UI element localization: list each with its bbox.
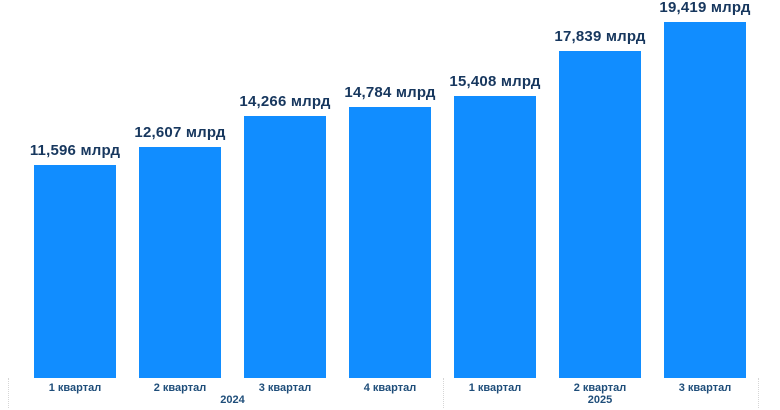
bar-value-label-4: 14,784 млрд — [344, 84, 436, 101]
bar-5[interactable] — [454, 96, 536, 378]
bar-value-label-5: 15,408 млрд — [449, 73, 541, 90]
category-label-5: 1 квартал — [468, 382, 522, 394]
year-label-2025: 2025 — [587, 394, 613, 406]
group-separator-1 — [8, 378, 9, 408]
bar-1[interactable] — [34, 165, 116, 378]
bar-6[interactable] — [559, 51, 641, 378]
category-label-6: 2 квартал — [573, 382, 627, 394]
group-separator-3 — [757, 378, 759, 408]
category-label-3: 3 квартал — [258, 382, 312, 394]
category-label-1: 1 квартал — [48, 382, 102, 394]
bar-value-label-6: 17,839 млрд — [554, 28, 646, 45]
bar-value-label-2: 12,607 млрд — [134, 124, 226, 141]
year-label-2024: 2024 — [220, 394, 245, 406]
category-label-7: 3 квартал — [678, 382, 732, 394]
category-label-2: 2 квартал — [153, 382, 207, 394]
bar-value-label-3: 14,266 млрд — [239, 93, 331, 110]
bar-value-label-1: 11,596 млрд — [29, 142, 121, 159]
bar-2[interactable] — [139, 147, 221, 378]
bar-4[interactable] — [349, 107, 431, 378]
category-label-4: 4 квартал — [363, 382, 417, 394]
group-separator-2 — [442, 378, 444, 408]
bar-value-label-7: 19,419 млрд — [659, 0, 751, 16]
bar-7[interactable] — [664, 22, 746, 378]
bar-3[interactable] — [244, 116, 326, 378]
